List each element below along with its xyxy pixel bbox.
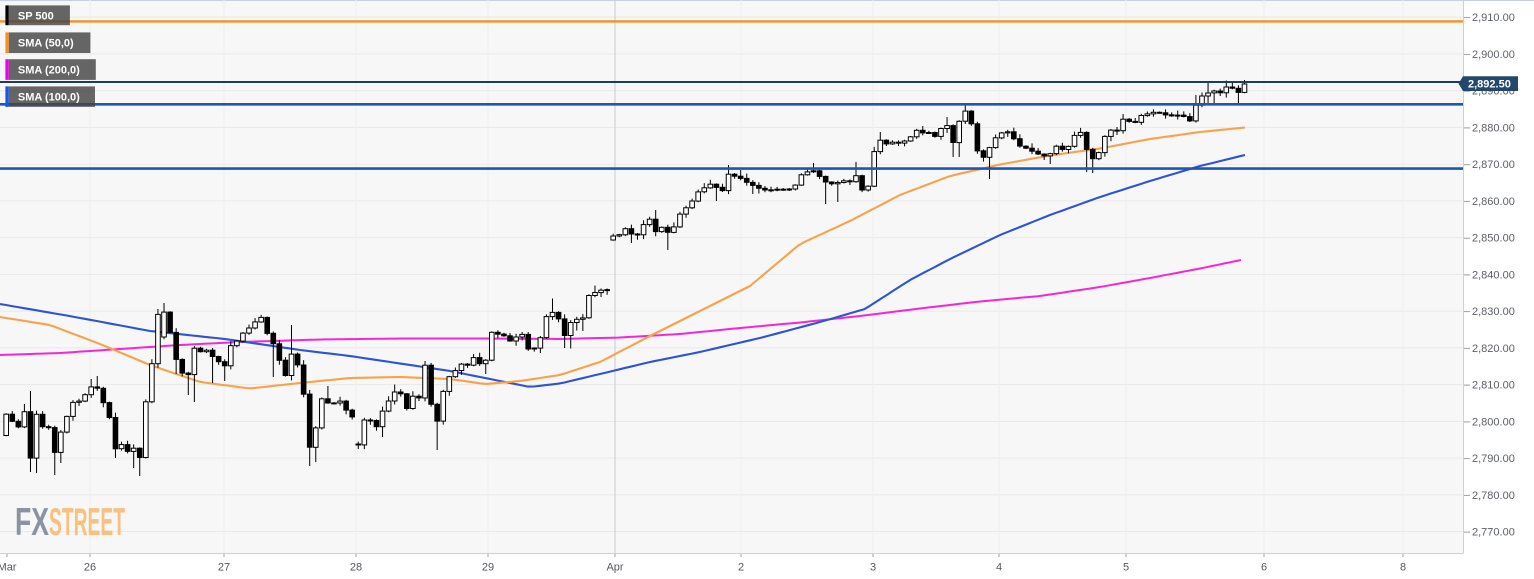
svg-text:2,830.00: 2,830.00 [1472,306,1515,318]
svg-text:29: 29 [482,562,494,574]
svg-text:STREET: STREET [49,501,125,544]
svg-text:FX: FX [15,501,49,544]
svg-text:2,840.00: 2,840.00 [1472,269,1515,281]
svg-text:28: 28 [350,562,362,574]
svg-text:8: 8 [1400,562,1406,574]
svg-text:6: 6 [1261,562,1267,574]
svg-text:26: 26 [84,562,96,574]
svg-text:2,900.00: 2,900.00 [1472,49,1515,61]
svg-text:2,870.00: 2,870.00 [1472,159,1515,171]
svg-text:27: 27 [218,562,230,574]
svg-text:2,780.00: 2,780.00 [1472,490,1515,502]
svg-text:2,810.00: 2,810.00 [1472,380,1515,392]
svg-text:2,790.00: 2,790.00 [1472,453,1515,465]
svg-text:2,892.50: 2,892.50 [1468,78,1511,90]
svg-text:SMA (200,0): SMA (200,0) [18,65,80,77]
svg-text:Mar: Mar [0,562,17,574]
svg-text:SMA (50,0): SMA (50,0) [18,38,74,50]
svg-text:3: 3 [870,562,876,574]
svg-text:2,880.00: 2,880.00 [1472,122,1515,134]
svg-text:SMA (100,0): SMA (100,0) [18,92,80,104]
svg-text:SP 500: SP 500 [18,10,54,22]
svg-text:2,800.00: 2,800.00 [1472,416,1515,428]
svg-text:2: 2 [738,562,744,574]
svg-text:4: 4 [996,562,1002,574]
svg-text:2,820.00: 2,820.00 [1472,343,1515,355]
svg-text:2,770.00: 2,770.00 [1472,527,1515,539]
svg-text:2,860.00: 2,860.00 [1472,196,1515,208]
svg-text:5: 5 [1123,562,1129,574]
svg-text:2,910.00: 2,910.00 [1472,12,1515,24]
svg-text:2,850.00: 2,850.00 [1472,233,1515,245]
svg-text:Apr: Apr [606,562,623,574]
